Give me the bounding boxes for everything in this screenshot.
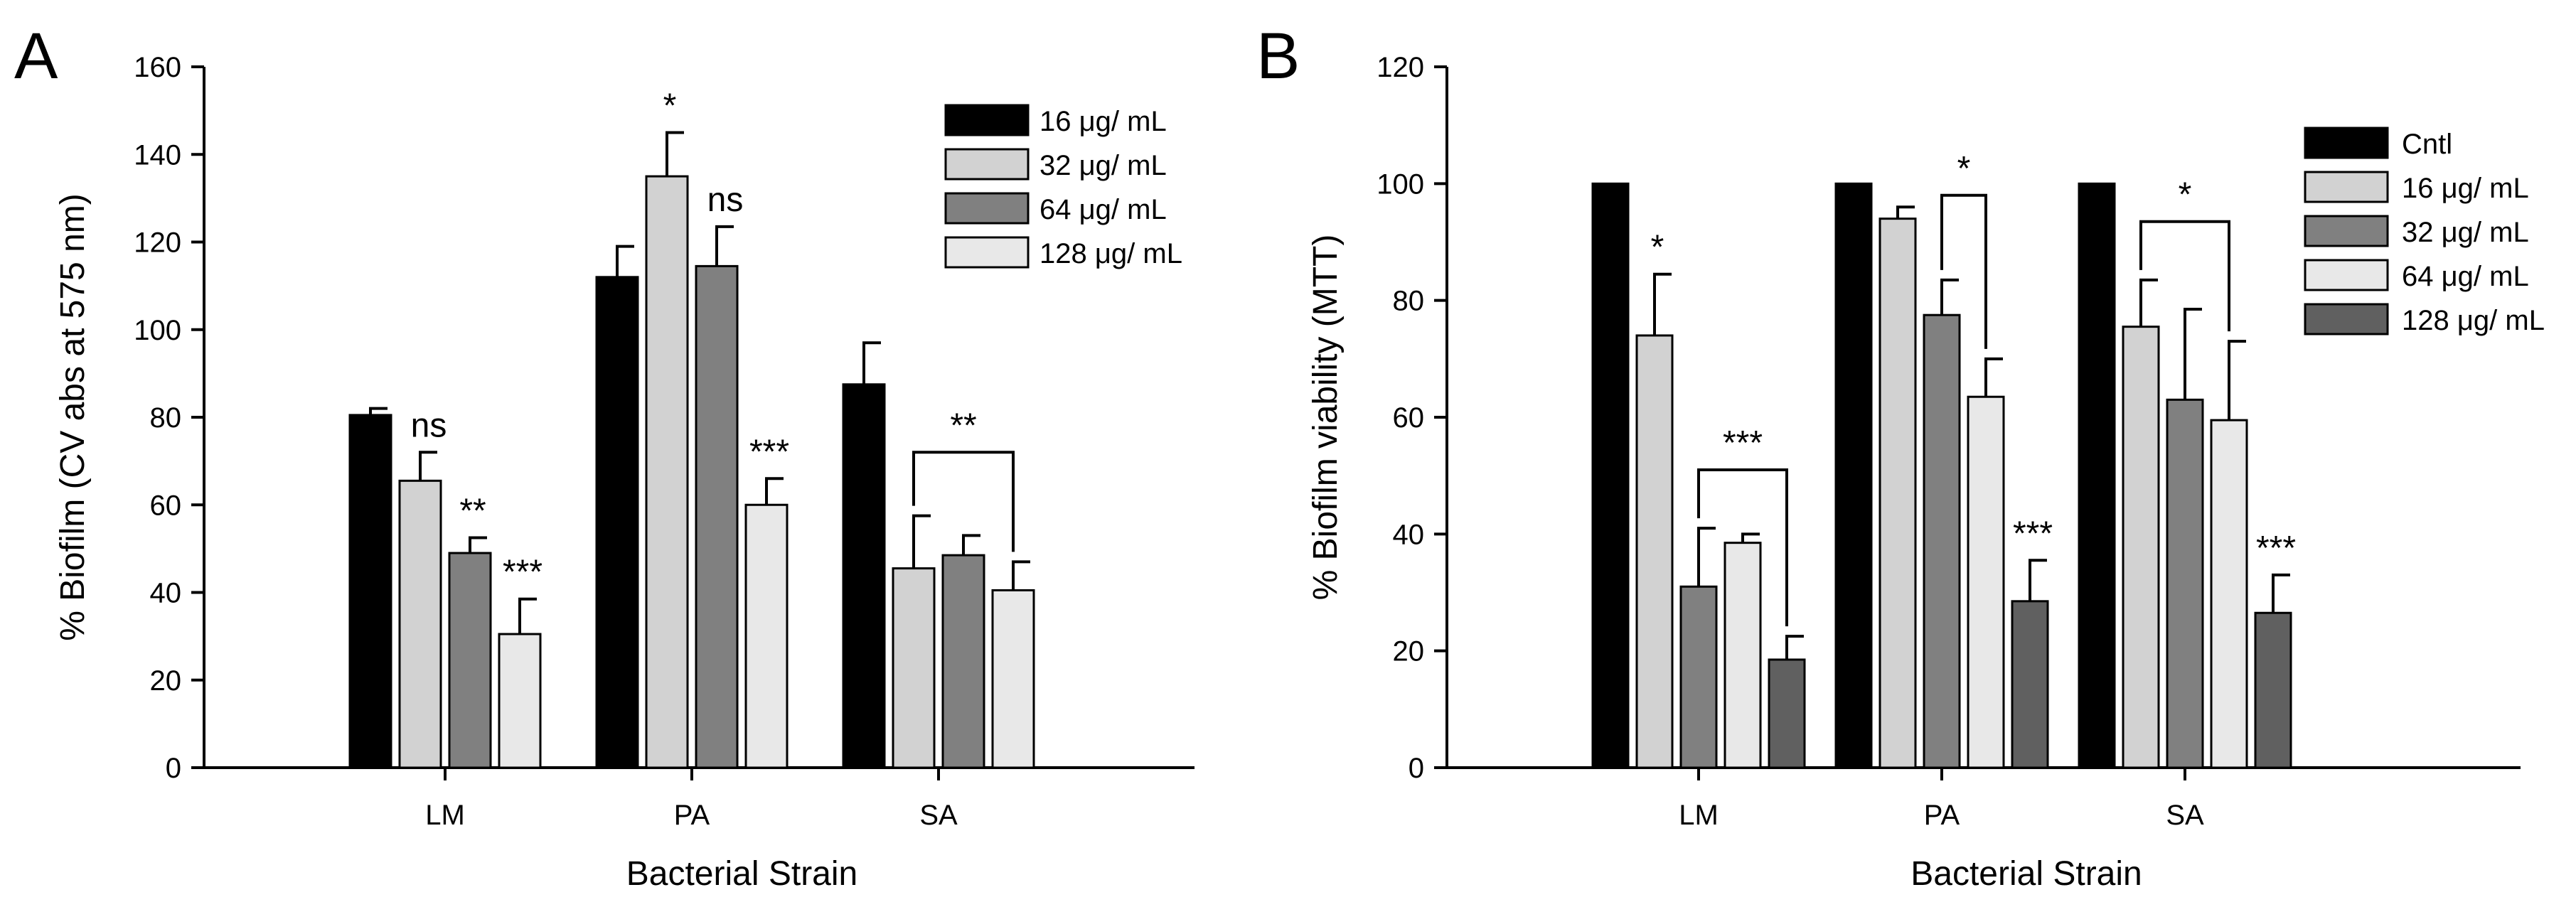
bar-sa-series-4: [2210, 419, 2248, 769]
significance-bracket: [2139, 220, 2230, 332]
significance-bracket: [1940, 193, 1987, 349]
bar-lm-series-3: [448, 552, 492, 769]
y-tick-label: 120: [134, 227, 181, 259]
legend-swatch: [944, 104, 1030, 136]
legend-label: 16 μg/ mL: [2402, 173, 2529, 204]
bar-lm-series-1: [1591, 182, 1630, 769]
bar-lm-series-2: [1635, 334, 1674, 769]
significance-label: ns: [707, 181, 744, 219]
significance-label: ***: [2013, 515, 2053, 552]
x-tick-label: SA: [2166, 800, 2204, 831]
bar-lm-series-5: [1768, 658, 1806, 769]
y-tick-label: 20: [1393, 636, 1425, 667]
significance-label: ns: [411, 407, 447, 444]
bar-lm-series-1: [348, 414, 392, 769]
bar-sa-series-3: [941, 554, 985, 769]
x-tick-label: PA: [674, 800, 710, 831]
legend-swatch: [2304, 259, 2389, 291]
legend-label: 64 μg/ mL: [1040, 194, 1167, 225]
legend-swatch: [2304, 215, 2389, 247]
legend-label: 32 μg/ mL: [1040, 150, 1167, 181]
bar-sa-series-5: [2254, 611, 2292, 769]
legend-label: 128 μg/ mL: [1040, 238, 1182, 269]
y-tick-label: 100: [1377, 168, 1424, 200]
x-tick-label: SA: [919, 800, 958, 831]
legend-label: Cntl: [2402, 129, 2452, 160]
x-tick-label: LM: [425, 800, 465, 831]
panel-label: A: [14, 20, 58, 92]
bar-sa-series-2: [2122, 326, 2160, 769]
significance-bracket: [912, 451, 1015, 552]
y-tick-label: 40: [1393, 519, 1425, 550]
y-tick-label: 60: [150, 490, 182, 521]
legend: Cntl 16 μg/ mL 32 μg/ mL 64 μg/ mL 128 μg/ m…: [2304, 127, 2545, 336]
legend-swatch: [2304, 303, 2389, 335]
significance-label: ***: [1723, 424, 1763, 462]
y-tick-label: 140: [134, 139, 181, 171]
bar-sa-series-4: [991, 589, 1035, 769]
bar-sa-series-3: [2166, 398, 2204, 769]
bar-pa-series-3: [695, 264, 739, 769]
bar-sa-series-1: [2078, 182, 2116, 769]
legend-swatch: [944, 148, 1030, 181]
y-tick-label: 40: [150, 578, 182, 609]
legend-swatch: [944, 236, 1030, 269]
y-tick-label: 0: [1409, 753, 1424, 784]
y-tick-label: 20: [150, 665, 182, 697]
significance-label: **: [950, 407, 976, 444]
bar-lm-series-4: [498, 633, 542, 769]
legend-label: 128 μg/ mL: [2402, 305, 2545, 336]
significance-label: ***: [503, 554, 543, 591]
significance-label: ***: [749, 433, 789, 471]
x-axis-label: Bacterial Strain: [1910, 855, 2142, 893]
legend-swatch: [944, 192, 1030, 225]
significance-bracket: [1697, 468, 1788, 627]
bar-sa-series-1: [842, 383, 886, 769]
legend-swatch: [2304, 171, 2389, 203]
significance-label: *: [663, 87, 677, 124]
x-tick-label: PA: [1924, 800, 1960, 831]
bar-lm-series-3: [1679, 585, 1718, 769]
y-axis-label: % Biofilm viability (MTT): [1307, 235, 1345, 601]
significance-label: *: [1651, 229, 1664, 267]
y-tick-label: 60: [1393, 402, 1425, 434]
x-tick-label: LM: [1679, 800, 1719, 831]
x-axis-label: Bacterial Strain: [626, 855, 857, 893]
bar-sa-series-2: [892, 567, 936, 769]
y-tick-label: 80: [150, 402, 182, 434]
y-tick-label: 100: [134, 315, 181, 346]
legend-label: 64 μg/ mL: [2402, 261, 2529, 292]
bar-pa-series-5: [2011, 600, 2049, 769]
significance-label: *: [1957, 150, 1971, 188]
y-axis-label: % Biofilm (CV abs at 575 nm): [54, 193, 92, 641]
bar-pa-series-4: [744, 503, 789, 769]
chart-panel-b: B 0 20 40 60 80 100 120 % Biofilm viability (MTT…: [1256, 20, 2545, 893]
significance-label: ***: [2256, 530, 2296, 567]
bar-pa-series-2: [645, 175, 689, 769]
bar-pa-series-4: [1967, 395, 2005, 769]
y-tick-label: 0: [166, 753, 181, 784]
significance-label: *: [2179, 176, 2192, 214]
y-tick-label: 120: [1377, 52, 1424, 83]
bar-lm-series-4: [1723, 542, 1762, 769]
y-tick-label: 160: [134, 52, 181, 83]
legend: 16 μg/ mL 32 μg/ mL 64 μg/ mL 128 μg/ mL: [944, 104, 1182, 269]
bar-pa-series-1: [1834, 182, 1873, 769]
y-tick-label: 80: [1393, 286, 1425, 317]
legend-label: 16 μg/ mL: [1040, 106, 1167, 137]
bar-pa-series-2: [1878, 218, 1917, 769]
panel-label: B: [1256, 20, 1300, 92]
legend-swatch: [2304, 127, 2389, 159]
legend-label: 32 μg/ mL: [2402, 217, 2529, 248]
chart-panel-a: A 0 20 40 60 80 100 120 140 160 % Biofilm (CV abs …: [14, 20, 1195, 893]
bar-lm-series-2: [398, 479, 442, 769]
bar-pa-series-1: [595, 276, 639, 769]
bar-pa-series-3: [1923, 313, 1961, 769]
significance-label: **: [459, 492, 486, 530]
